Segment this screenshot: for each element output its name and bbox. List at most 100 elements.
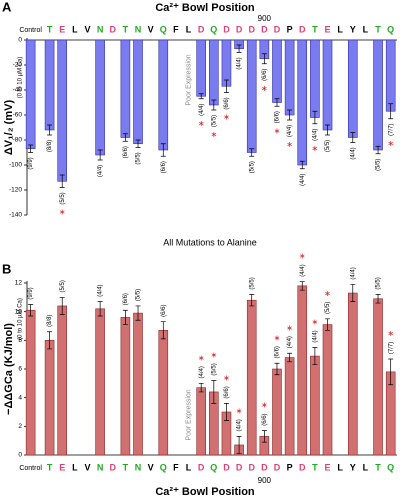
category-label: E (59, 462, 65, 472)
error-bar (97, 149, 103, 161)
category-label: L (186, 24, 192, 34)
n-label: (6/6) (224, 97, 230, 109)
bar (310, 355, 320, 456)
y-tick-label: -20 (13, 62, 23, 69)
significance-star: ∗ (198, 119, 205, 128)
category-label: Y (350, 462, 356, 472)
n-label: (5/5) (325, 140, 331, 152)
error-bar (223, 403, 229, 421)
category-label: V (84, 24, 90, 34)
category-label: P (287, 462, 293, 472)
bar (272, 39, 282, 103)
panel-label: A (2, 0, 12, 14)
category-label: Q (387, 24, 394, 34)
error-bar (47, 331, 53, 350)
category-label: T (47, 24, 53, 34)
n-label: (7/7) (388, 342, 394, 354)
n-label: (6/6) (275, 111, 281, 123)
y-tick-label: 0 (18, 452, 22, 459)
n-label: (9/9) (28, 157, 34, 169)
category-label: D (261, 24, 268, 34)
y-tick-label: 12 (15, 280, 23, 287)
significance-star: ∗ (312, 318, 319, 327)
n-label: (4/4) (287, 336, 293, 348)
n-label: (4/4) (98, 284, 104, 296)
significance-star: ∗ (198, 353, 205, 362)
category-label: D (261, 462, 268, 472)
error-bar (388, 358, 394, 386)
y-tick-label: -40 (13, 87, 23, 94)
category-label: D (299, 24, 306, 34)
category-label: T (47, 462, 53, 472)
category-label: E (59, 24, 65, 34)
bar (133, 39, 143, 145)
bar (284, 357, 295, 456)
significance-star: ∗ (387, 329, 394, 338)
bar (385, 39, 396, 112)
category-label: T (123, 462, 129, 472)
bar (246, 299, 257, 456)
category-label: L (337, 24, 343, 34)
error-bar (47, 124, 53, 136)
n-label: (5/5) (249, 161, 255, 173)
n-label: (4/4) (199, 104, 205, 116)
significance-star: ∗ (274, 333, 281, 342)
category-label: Q (210, 24, 217, 34)
n-label: (4/4) (287, 125, 293, 137)
error-bar (287, 109, 293, 121)
bar (120, 317, 131, 456)
error-bar (59, 174, 65, 188)
bar (310, 39, 320, 118)
panel-label: B (2, 261, 11, 276)
significance-star: ∗ (312, 144, 319, 153)
marker-label: 900 (258, 14, 272, 23)
category-label: Q (160, 462, 167, 472)
category-label: D (198, 462, 205, 472)
n-label: (6/6) (275, 346, 281, 358)
n-label: (5/5) (136, 152, 142, 164)
bar (373, 39, 383, 151)
y-tick-label: 6 (18, 366, 22, 373)
n-label: (5/5) (376, 159, 382, 171)
category-label: D (299, 462, 306, 472)
category-label: Q (387, 462, 394, 472)
category-label: D (110, 462, 117, 472)
marker-label: 900 (258, 476, 272, 485)
chart-title: Ca²⁺ Bowl Position (155, 486, 255, 498)
y-tick-label: 2 (18, 423, 22, 430)
bar (322, 39, 333, 131)
y-tick-label: -140 (9, 212, 22, 219)
error-bar (135, 139, 141, 148)
error-bar (261, 430, 267, 443)
n-label: (5/5) (60, 192, 66, 204)
bar (347, 292, 358, 456)
significance-star: ∗ (286, 140, 293, 149)
category-label: D (236, 462, 243, 472)
bar (196, 387, 206, 456)
bar (221, 39, 232, 87)
category-label: D (248, 462, 255, 472)
bar (297, 39, 308, 166)
bar (25, 39, 36, 150)
error-bar (223, 79, 229, 93)
error-bar (274, 362, 280, 376)
y-tick-label: -60 (13, 112, 23, 119)
n-label: (5/5) (325, 302, 331, 314)
error-bar (211, 380, 217, 404)
n-label: (6/6) (262, 413, 268, 425)
y-tick-label: 4 (18, 394, 22, 401)
category-label: T (375, 462, 381, 472)
bar (57, 39, 68, 182)
error-bar (350, 284, 356, 302)
bar (120, 39, 131, 138)
bar (158, 39, 169, 151)
n-label: (4/4) (350, 267, 356, 279)
n-label: (6/6) (123, 146, 129, 158)
y-tick-label: -100 (9, 162, 22, 169)
category-label: D (236, 24, 243, 34)
category-label: E (325, 24, 331, 34)
category-label: V (84, 462, 90, 472)
error-bar (325, 318, 331, 331)
error-bar (122, 309, 128, 325)
